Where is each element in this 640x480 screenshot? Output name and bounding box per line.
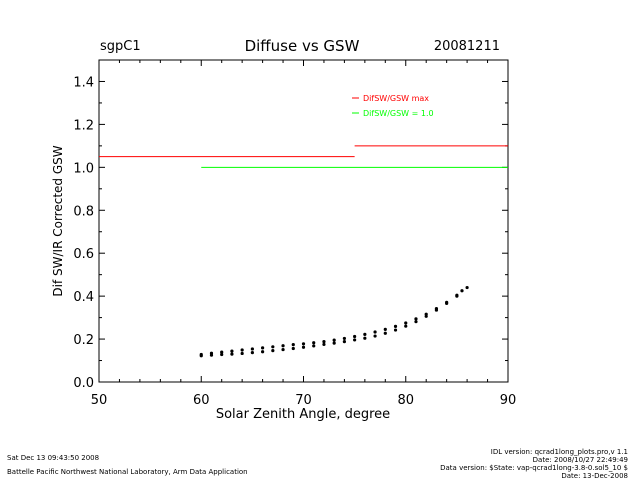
scatter-point: [455, 293, 459, 297]
footer-idl-version: IDL version: qcrad1long_plots.pro,v 1.1: [490, 448, 628, 456]
scatter-point: [465, 285, 469, 290]
x-tick-label: 70: [295, 393, 312, 408]
scatter-point: [445, 300, 449, 304]
scatter-point: [301, 345, 306, 349]
scatter-point: [230, 352, 234, 356]
scatter-point: [230, 349, 234, 353]
scatter-point: [281, 347, 285, 352]
scatter-point: [363, 332, 367, 336]
x-tick-label: 80: [397, 393, 414, 408]
scatter-point: [404, 321, 408, 325]
scatter-point: [373, 330, 377, 334]
scatter-point: [220, 350, 224, 354]
scatter-point: [322, 340, 326, 344]
footer-lab: Battelle Pacific Northwest National Labo…: [7, 468, 248, 476]
scatter-point: [240, 348, 244, 352]
footer-idl-date: Date: 2008/10/27 22:49:49: [532, 456, 628, 464]
scatter-point: [383, 331, 387, 335]
scatter-point: [383, 327, 387, 332]
scatter-point: [393, 328, 398, 332]
legend-label-unity: DifSW/GSW = 1.0: [363, 109, 434, 118]
scatter-point: [342, 340, 346, 344]
scatter-point: [271, 345, 275, 349]
axis-ticks: 50 60 70 80 90 0.0 0.2 0.4 0.6 0.8 1.0 1.2 1.4: [73, 60, 516, 408]
y-tick-label: 1.0: [73, 161, 94, 176]
scatter-point: [414, 320, 418, 324]
scatter-point: [353, 338, 357, 342]
scatter-point: [220, 352, 224, 357]
y-tick-label: 0.4: [73, 290, 94, 305]
scatter-point: [353, 334, 357, 339]
scatter-point: [261, 346, 265, 350]
y-tick-label: 0.0: [73, 376, 94, 391]
scatter-point: [209, 351, 214, 355]
scatter-point: [363, 336, 367, 340]
y-tick-label: 0.8: [73, 204, 94, 219]
scatter-point: [414, 317, 418, 321]
chart-title: Diffuse vs GSW: [245, 37, 360, 55]
legend: DifSW/GSW max DifSW/GSW = 1.0: [352, 94, 434, 118]
scatter-point: [250, 347, 254, 351]
scatter-point: [291, 346, 295, 351]
x-tick-label: 50: [91, 393, 108, 408]
x-tick-label: 90: [500, 393, 517, 408]
scatter-points: [199, 285, 469, 358]
date-label: 20081211: [434, 39, 500, 54]
x-axis-label: Solar Zenith Angle, degree: [216, 407, 390, 422]
scatter-point: [312, 344, 316, 348]
y-tick-label: 1.2: [73, 118, 94, 133]
scatter-point: [393, 324, 398, 329]
scatter-point: [240, 351, 244, 356]
scatter-point: [301, 342, 306, 346]
scatter-point: [332, 338, 336, 342]
y-axis-label: Dif SW/IR Corrected GSW: [51, 145, 65, 296]
y-tick-label: 0.6: [73, 247, 94, 262]
scatter-point: [199, 352, 203, 357]
scatter-point: [322, 342, 326, 347]
scatter-point: [281, 344, 285, 348]
scatter-point: [434, 306, 439, 311]
site-label: sgpC1: [100, 39, 141, 54]
scatter-point: [291, 343, 295, 347]
scatter-point: [261, 350, 265, 354]
footer-data-version: Data version: $State: vap-qcrad1long-3.8…: [440, 464, 628, 472]
scatter-point: [342, 336, 346, 341]
scatter-point: [332, 341, 336, 345]
y-tick-label: 1.4: [73, 75, 94, 90]
y-tick-label: 0.2: [73, 333, 94, 348]
scatter-point: [250, 350, 254, 355]
scatter-point: [460, 289, 464, 293]
scatter-point: [271, 349, 275, 353]
plot-frame: [98, 59, 509, 383]
footer-data-date: Date: 13-Dec-2008: [561, 472, 628, 480]
legend-label-max: DifSW/GSW max: [363, 94, 429, 103]
scatter-point: [373, 334, 377, 338]
scatter-point: [404, 324, 408, 328]
footer-timestamp: Sat Dec 13 09:43:50 2008: [7, 454, 100, 462]
scatter-point: [424, 312, 428, 316]
plot-series: [99, 145, 508, 168]
x-tick-label: 60: [193, 393, 210, 408]
scatter-point: [312, 341, 316, 345]
